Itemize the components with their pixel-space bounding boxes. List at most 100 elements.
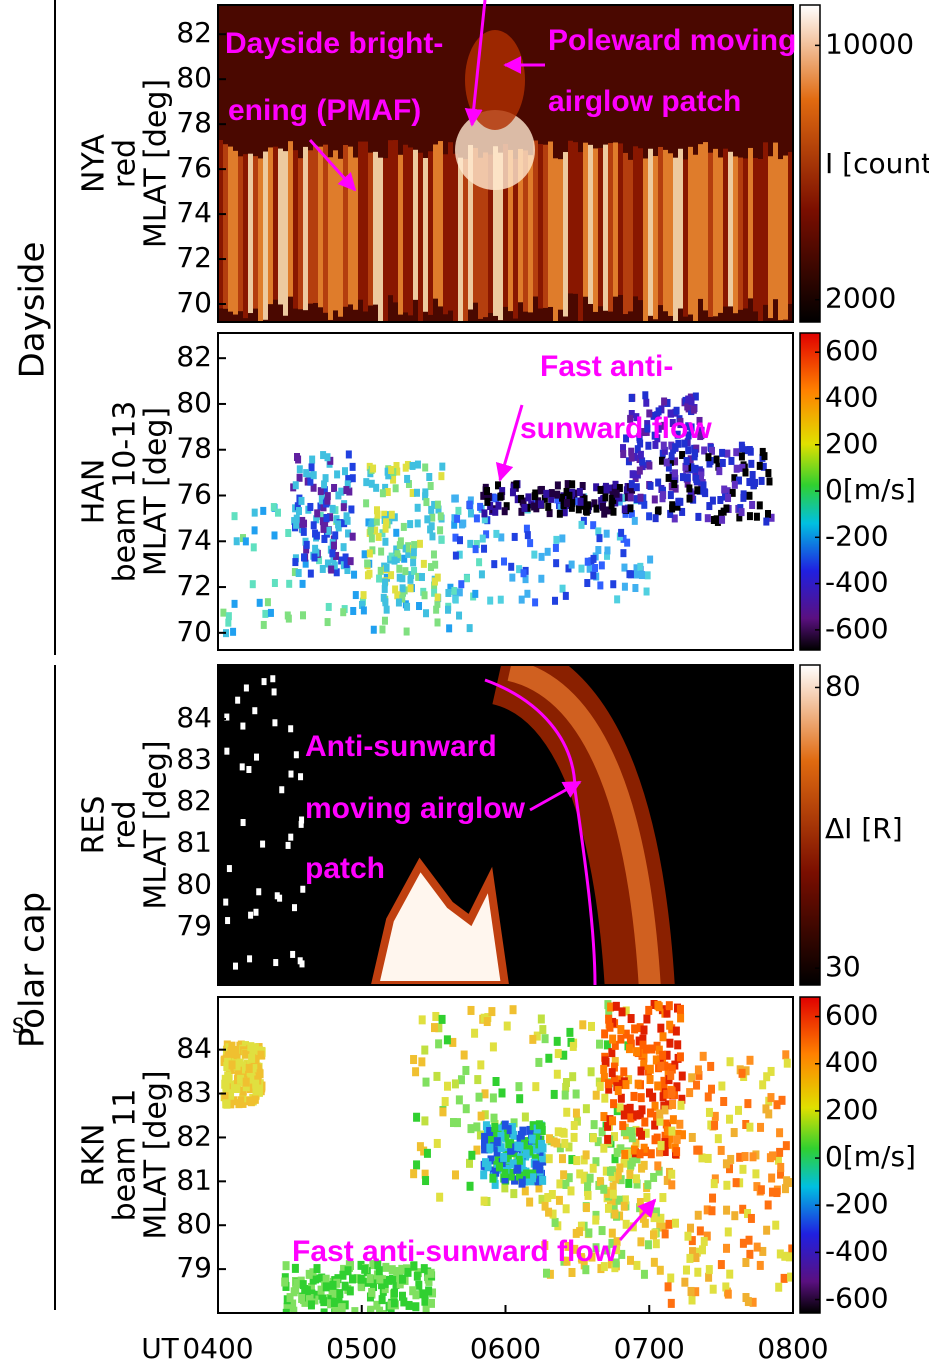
image-cell bbox=[422, 1176, 430, 1186]
image-cell bbox=[661, 1229, 669, 1239]
image-cell bbox=[627, 1113, 635, 1123]
image-cell bbox=[662, 1119, 670, 1129]
image-cell bbox=[331, 1288, 339, 1298]
image-cell bbox=[330, 541, 337, 550]
image-cell bbox=[708, 446, 715, 455]
image-cell bbox=[723, 148, 728, 307]
image-cell bbox=[273, 146, 278, 300]
image-cell bbox=[663, 1050, 671, 1060]
image-cell bbox=[638, 571, 645, 580]
image-cell bbox=[268, 147, 273, 305]
image-cell bbox=[723, 1180, 731, 1190]
image-cell bbox=[543, 489, 550, 498]
image-cell bbox=[324, 496, 331, 505]
image-cell bbox=[513, 480, 520, 489]
image-cell bbox=[410, 548, 417, 557]
image-cell bbox=[509, 1159, 517, 1169]
image-cell bbox=[480, 1170, 488, 1180]
image-cell bbox=[348, 505, 355, 514]
image-cell bbox=[273, 959, 279, 967]
image-cell bbox=[467, 496, 474, 505]
image-cell bbox=[303, 1286, 311, 1296]
image-cell bbox=[537, 1014, 545, 1024]
image-cell bbox=[657, 1213, 665, 1223]
image-cell bbox=[457, 536, 464, 545]
image-cell bbox=[585, 1228, 593, 1238]
image-cell bbox=[307, 477, 314, 486]
image-cell bbox=[633, 495, 640, 504]
image-cell bbox=[722, 1282, 730, 1292]
image-cell bbox=[764, 509, 771, 518]
image-cell bbox=[738, 441, 745, 450]
x-tick-label: 0500 bbox=[326, 1332, 397, 1365]
image-cell bbox=[228, 1041, 236, 1051]
image-cell bbox=[626, 1103, 634, 1113]
image-cell bbox=[620, 1127, 628, 1137]
image-cell bbox=[436, 1192, 444, 1202]
image-cell bbox=[688, 1295, 696, 1305]
image-cell bbox=[774, 1155, 782, 1165]
image-cell bbox=[612, 1258, 620, 1268]
image-cell bbox=[228, 1060, 236, 1070]
image-cell bbox=[674, 430, 681, 439]
image-cell bbox=[544, 1193, 552, 1203]
image-cell bbox=[317, 487, 324, 496]
image-cell bbox=[580, 1260, 588, 1270]
image-cell bbox=[651, 431, 658, 440]
image-cell bbox=[522, 575, 529, 584]
image-cell bbox=[710, 515, 717, 524]
y-tick-label: 74 bbox=[176, 523, 212, 556]
colorbar-tick-label: 80 bbox=[825, 669, 861, 702]
image-cell bbox=[329, 1280, 337, 1290]
image-cell bbox=[669, 504, 676, 513]
image-cell bbox=[544, 547, 551, 556]
image-cell bbox=[761, 452, 768, 461]
image-cell bbox=[538, 144, 543, 309]
image-cell bbox=[510, 1118, 518, 1128]
image-cell bbox=[709, 496, 716, 505]
image-cell bbox=[570, 1132, 578, 1142]
image-cell bbox=[277, 894, 283, 902]
image-cell bbox=[672, 469, 679, 478]
image-cell bbox=[688, 1132, 696, 1142]
image-cell bbox=[678, 1094, 686, 1104]
image-cell bbox=[766, 1153, 774, 1163]
image-cell bbox=[313, 548, 320, 557]
image-cell bbox=[587, 1021, 595, 1031]
image-cell bbox=[344, 516, 351, 525]
image-cell bbox=[451, 520, 458, 529]
image-cell bbox=[508, 562, 515, 571]
image-cell bbox=[251, 1094, 259, 1104]
image-cell bbox=[731, 1211, 739, 1221]
image-cell bbox=[383, 605, 390, 614]
image-cell bbox=[418, 573, 425, 582]
image-cell bbox=[640, 1269, 648, 1279]
image-cell bbox=[292, 481, 299, 490]
image-cell bbox=[422, 488, 429, 497]
image-cell bbox=[393, 1267, 401, 1277]
image-cell bbox=[481, 515, 488, 524]
image-cell bbox=[413, 1112, 421, 1122]
image-cell bbox=[538, 1194, 546, 1204]
image-cell bbox=[462, 1104, 470, 1114]
image-cell bbox=[674, 1040, 682, 1050]
image-cell bbox=[218, 140, 223, 309]
image-cell bbox=[617, 1025, 625, 1035]
image-cell bbox=[781, 1184, 789, 1194]
image-cell bbox=[554, 495, 561, 504]
image-cell bbox=[373, 151, 378, 305]
image-cell bbox=[293, 751, 299, 759]
image-cell bbox=[452, 533, 459, 542]
image-cell bbox=[289, 1299, 297, 1309]
image-cell bbox=[333, 568, 340, 577]
x-tick-label: 0400 bbox=[182, 1332, 253, 1365]
image-cell bbox=[229, 1096, 237, 1106]
image-cell bbox=[608, 484, 615, 493]
image-cell bbox=[501, 1174, 509, 1184]
image-cell bbox=[554, 481, 561, 490]
image-cell bbox=[572, 1108, 580, 1118]
image-cell bbox=[449, 1118, 457, 1128]
image-cell bbox=[708, 152, 713, 317]
image-cell bbox=[620, 1158, 628, 1168]
image-cell bbox=[768, 513, 775, 522]
